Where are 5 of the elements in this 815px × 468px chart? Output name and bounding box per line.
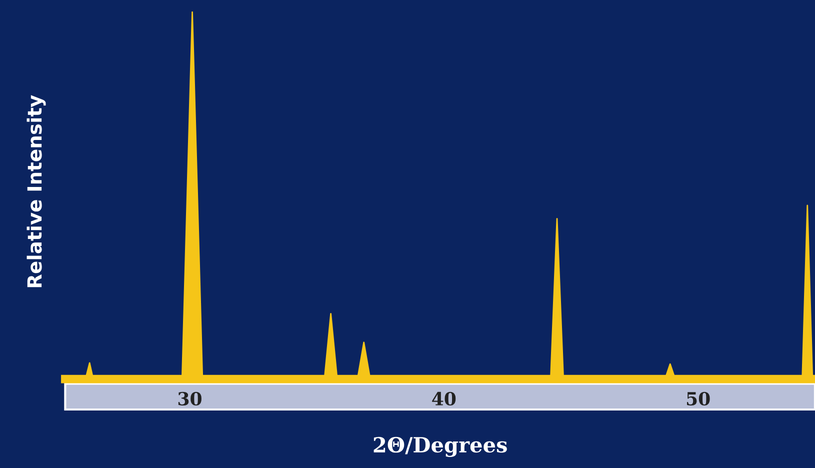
x-tick-label: 30 [178, 392, 202, 406]
x-tick-label: 50 [687, 392, 710, 406]
y-axis-title: Relative Intensity [26, 95, 46, 288]
x-axis-title: 2Θ/Degrees [374, 436, 507, 457]
x-tick-label: 40 [432, 392, 456, 406]
